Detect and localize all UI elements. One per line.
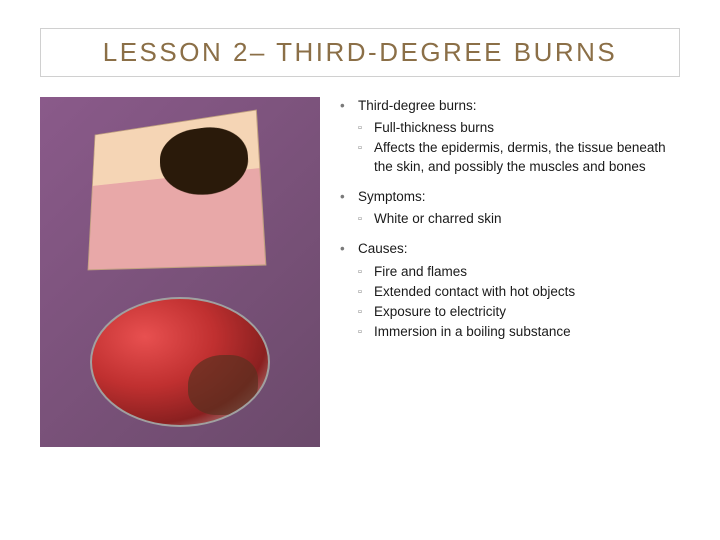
- sub-list: ▫ Fire and flames ▫ Extended contact wit…: [358, 263, 680, 342]
- list-item: ▫ Affects the epidermis, dermis, the tis…: [358, 139, 680, 175]
- item-text: Fire and flames: [374, 263, 680, 281]
- image-column: [40, 97, 320, 447]
- list-item: ▫ Fire and flames: [358, 263, 680, 281]
- list-item: ▫ Extended contact with hot objects: [358, 283, 680, 301]
- text-column: • Third-degree burns: ▫ Full-thickness b…: [340, 97, 680, 447]
- illustration-background: [40, 97, 320, 447]
- bullet-l2-icon: ▫: [358, 210, 374, 228]
- item-text: Immersion in a boiling substance: [374, 323, 680, 341]
- list-item: ▫ Full-thickness burns: [358, 119, 680, 137]
- slide-title: LESSON 2– THIRD-DEGREE BURNS: [57, 37, 663, 68]
- title-box: LESSON 2– THIRD-DEGREE BURNS: [40, 28, 680, 77]
- burn-wound-photo-icon: [90, 297, 270, 427]
- item-text: Affects the epidermis, dermis, the tissu…: [374, 139, 680, 175]
- list-item: ▫ Exposure to electricity: [358, 303, 680, 321]
- bullet-l2-icon: ▫: [358, 139, 374, 175]
- bullet-l1-icon: •: [340, 188, 358, 206]
- heading-text: Symptoms:: [358, 188, 680, 206]
- section-heading: • Symptoms:: [340, 188, 680, 206]
- bullet-l2-icon: ▫: [358, 283, 374, 301]
- section-heading: • Causes:: [340, 240, 680, 258]
- slide-container: LESSON 2– THIRD-DEGREE BURNS • Third-deg…: [0, 0, 720, 540]
- bullet-l1-icon: •: [340, 97, 358, 115]
- heading-text: Third-degree burns:: [358, 97, 680, 115]
- item-text: Exposure to electricity: [374, 303, 680, 321]
- list-item: ▫ Immersion in a boiling substance: [358, 323, 680, 341]
- bullet-l2-icon: ▫: [358, 303, 374, 321]
- bullet-l2-icon: ▫: [358, 263, 374, 281]
- sub-list: ▫ White or charred skin: [358, 210, 680, 228]
- heading-text: Causes:: [358, 240, 680, 258]
- item-text: Extended contact with hot objects: [374, 283, 680, 301]
- list-item: ▫ White or charred skin: [358, 210, 680, 228]
- item-text: Full-thickness burns: [374, 119, 680, 137]
- section-heading: • Third-degree burns:: [340, 97, 680, 115]
- bullet-l1-icon: •: [340, 240, 358, 258]
- bullet-l2-icon: ▫: [358, 323, 374, 341]
- content-row: • Third-degree burns: ▫ Full-thickness b…: [40, 97, 680, 447]
- skin-cross-section-icon: [88, 109, 267, 270]
- bullet-l2-icon: ▫: [358, 119, 374, 137]
- item-text: White or charred skin: [374, 210, 680, 228]
- sub-list: ▫ Full-thickness burns ▫ Affects the epi…: [358, 119, 680, 176]
- burn-illustration: [40, 97, 320, 447]
